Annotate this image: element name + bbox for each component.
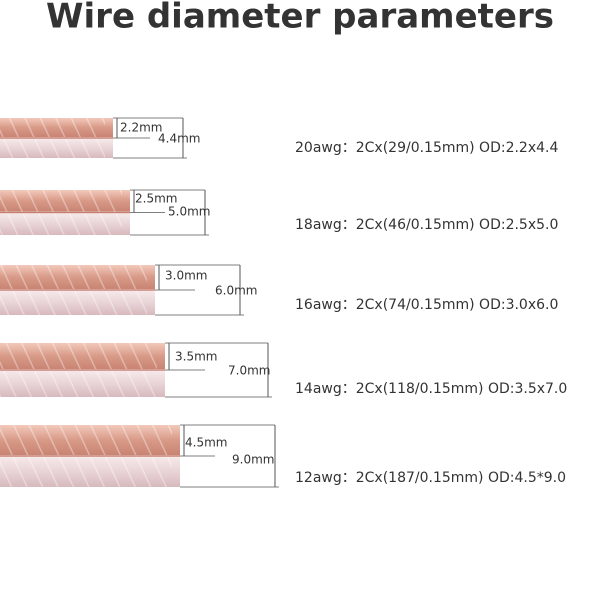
wire-spec: 14awg：2Cx(118/0.15mm) OD:3.5x7.0 [295, 381, 567, 397]
wire-spec: 12awg：2Cx(187/0.15mm) OD:4.5*9.0 [295, 470, 566, 486]
silver-strands [0, 213, 122, 235]
half-diameter: 4.5mm [185, 436, 227, 450]
copper-strands [0, 425, 172, 455]
copper-strands [0, 118, 105, 137]
wire-spec: 20awg：2Cx(29/0.15mm) OD:2.2x4.4 [295, 140, 558, 156]
half-diameter: 3.0mm [165, 269, 207, 283]
full-diameter: 6.0mm [215, 284, 257, 298]
silver-strands [0, 139, 105, 158]
full-diameter: 5.0mm [168, 205, 210, 219]
title: Wire diameter parameters [46, 0, 554, 37]
half-diameter: 2.5mm [135, 192, 177, 206]
silver-strands [0, 371, 157, 397]
silver-strands [0, 291, 147, 315]
full-diameter: 7.0mm [228, 364, 270, 378]
copper-strands [0, 265, 147, 289]
copper-strands [0, 343, 157, 369]
wire-spec: 16awg：2Cx(74/0.15mm) OD:3.0x6.0 [295, 297, 558, 313]
wire-spec: 18awg：2Cx(46/0.15mm) OD:2.5x5.0 [295, 217, 558, 233]
full-diameter: 4.4mm [158, 132, 200, 146]
silver-strands [0, 457, 172, 487]
copper-strands [0, 190, 122, 212]
half-diameter: 2.2mm [120, 121, 162, 135]
half-diameter: 3.5mm [175, 350, 217, 364]
full-diameter: 9.0mm [232, 453, 274, 467]
